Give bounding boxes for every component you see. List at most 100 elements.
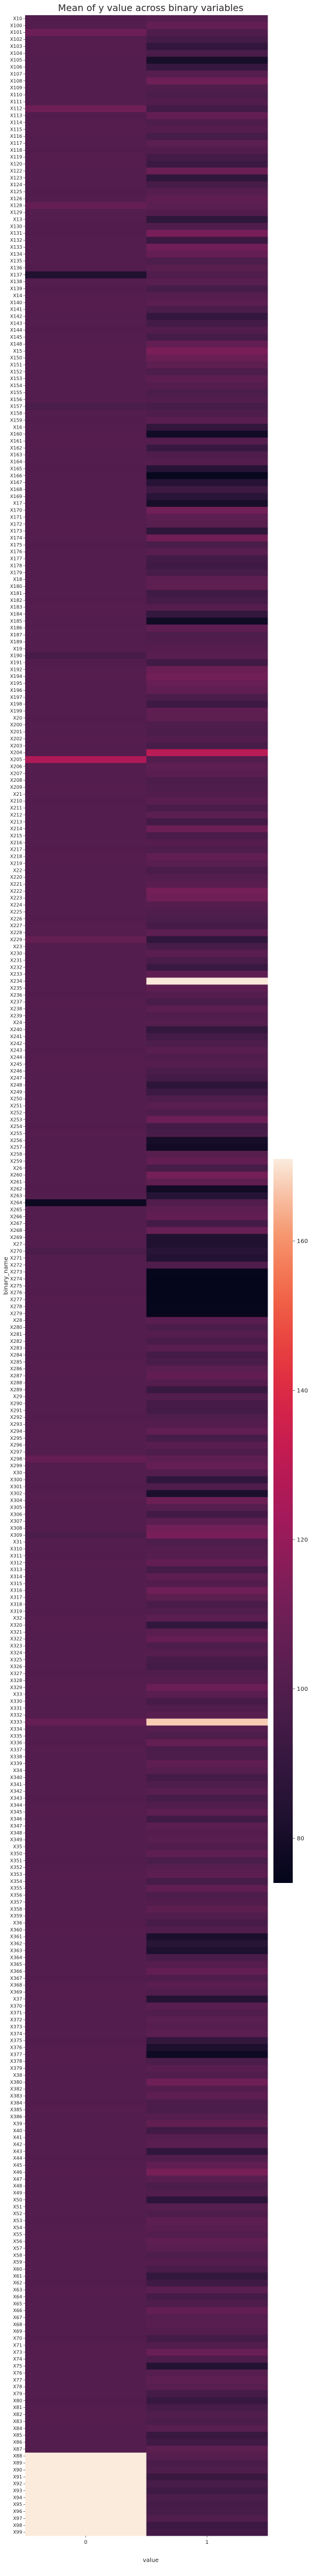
heatmap-cell-X32-0 <box>25 1614 147 1622</box>
heatmap-cell-X77-1 <box>146 2376 268 2384</box>
heatmap-cell-X343-1 <box>146 1794 268 1802</box>
y-tick-label: X150 <box>10 356 22 361</box>
colorbar-tick-label: 140 <box>297 1388 308 1394</box>
heatmap-cell-X322-1 <box>146 1635 268 1643</box>
heatmap-cell-X214-0 <box>25 825 147 833</box>
heatmap-cell-X89-0 <box>25 2459 147 2467</box>
heatmap-cell-X216-0 <box>25 839 147 847</box>
heatmap-cell-X15-0 <box>25 347 147 355</box>
heatmap-cell-X360-1 <box>146 1926 268 1934</box>
y-tick-label: X307 <box>10 1519 22 1524</box>
heatmap-cell-X240-0 <box>25 1026 147 1033</box>
heatmap-cell-X31-1 <box>146 1538 268 1546</box>
heatmap-cell-X380-1 <box>146 2079 268 2086</box>
heatmap-cell-X137-0 <box>25 271 147 279</box>
heatmap-cell-X244-1 <box>146 1053 268 1061</box>
heatmap-cell-X143-1 <box>146 319 268 328</box>
heatmap-cell-X136-0 <box>25 264 147 272</box>
y-tick-label: X377 <box>10 2052 22 2057</box>
heatmap-cell-X134-1 <box>146 250 268 258</box>
y-tick-label: X344 <box>10 1802 22 1808</box>
y-tick-label: X89 <box>13 2460 22 2466</box>
heatmap-cell-X195-0 <box>25 680 147 687</box>
heatmap-cell-X71-0 <box>25 2341 147 2349</box>
y-tick-label: X36 <box>13 1920 22 1926</box>
heatmap-cell-X323-1 <box>146 1642 268 1650</box>
heatmap-cell-X94-1 <box>146 2494 268 2502</box>
heatmap-cell-X89-1 <box>146 2459 268 2467</box>
heatmap-cell-X327-1 <box>146 1670 268 1677</box>
y-tick-label: X298 <box>10 1456 22 1461</box>
heatmap-cell-X376-0 <box>25 2044 147 2052</box>
heatmap-cell-X258-0 <box>25 1151 147 1158</box>
heatmap-cell-X280-0 <box>25 1324 147 1331</box>
heatmap-cell-X43-0 <box>25 2147 147 2156</box>
heatmap-cell-X152-1 <box>146 368 268 376</box>
heatmap-cell-X162-1 <box>146 444 268 452</box>
heatmap-cell-X205-0 <box>25 756 147 764</box>
heatmap-cell-X120-1 <box>146 161 268 168</box>
y-tick-label: X218 <box>10 854 22 859</box>
y-tick-label: X228 <box>10 930 22 935</box>
heatmap-cell-X76-0 <box>25 2369 147 2377</box>
y-tick-label: X93 <box>13 2488 22 2494</box>
y-tick-label: X288 <box>10 1380 22 1386</box>
heatmap-cell-X28-0 <box>25 1317 147 1324</box>
heatmap-cell-X203-0 <box>25 742 147 750</box>
y-tick-label: X355 <box>10 1886 22 1891</box>
y-tick-label: X18 <box>13 577 22 582</box>
heatmap-cell-X40-1 <box>146 2127 268 2135</box>
heatmap-cell-X285-1 <box>146 1358 268 1366</box>
heatmap-cell-X61-1 <box>146 2272 268 2280</box>
heatmap-cell-X207-1 <box>146 770 268 777</box>
y-tick-label: X380 <box>10 2080 22 2085</box>
y-tick-label: X352 <box>10 1865 22 1870</box>
heatmap-cell-X304-0 <box>25 1497 147 1505</box>
heatmap-cell-X378-0 <box>25 2058 147 2065</box>
heatmap-cell-X138-1 <box>146 278 268 286</box>
y-tick-label: X135 <box>10 259 22 264</box>
y-tick-label: X284 <box>10 1352 22 1357</box>
heatmap-cell-X354-1 <box>146 1878 268 1885</box>
heatmap-cell-X33-1 <box>146 1691 268 1698</box>
heatmap-cell-X251-0 <box>25 1102 147 1110</box>
heatmap-cell-X156-1 <box>146 396 268 403</box>
y-tick-label: X46 <box>13 2170 22 2175</box>
heatmap-cell-X290-0 <box>25 1400 147 1408</box>
heatmap-cell-X56-0 <box>25 2238 147 2246</box>
heatmap-cell-X61-0 <box>25 2272 147 2280</box>
y-tick-label: X241 <box>10 1034 22 1039</box>
heatmap-cell-X92-0 <box>25 2480 147 2488</box>
heatmap-cell-X378-1 <box>146 2058 268 2065</box>
y-tick-label: X245 <box>10 1061 22 1067</box>
heatmap-cell-X41-1 <box>146 2134 268 2142</box>
y-tick-label: X134 <box>10 252 22 257</box>
y-tick-label: X91 <box>13 2474 22 2480</box>
heatmap-cell-X334-1 <box>146 1725 268 1733</box>
heatmap-cell-X27-1 <box>146 1241 268 1248</box>
heatmap-cell-X356-1 <box>146 1892 268 1899</box>
heatmap-cell-X300-0 <box>25 1476 147 1484</box>
heatmap-cell-X111-1 <box>146 98 268 106</box>
heatmap-cell-X122-0 <box>25 167 147 175</box>
y-tick-label: X64 <box>13 2294 22 2299</box>
heatmap-cell-X85-1 <box>146 2432 268 2439</box>
heatmap-cell-X106-1 <box>146 64 268 71</box>
y-tick-label: X69 <box>13 2329 22 2334</box>
heatmap-cell-X346-1 <box>146 1815 268 1823</box>
heatmap-cell-X190-0 <box>25 652 147 660</box>
heatmap-cell-X97-1 <box>146 2515 268 2522</box>
y-tick-label: X275 <box>10 1283 22 1289</box>
heatmap-cell-X111-0 <box>25 98 147 106</box>
y-tick-label: X92 <box>13 2481 22 2487</box>
y-tick-label: X41 <box>13 2135 22 2140</box>
heatmap-cell-X164-0 <box>25 458 147 466</box>
y-tick-label: X315 <box>10 1581 22 1586</box>
heatmap-cell-X108-1 <box>146 77 268 85</box>
y-tick-label: X23 <box>13 944 22 949</box>
y-tick-label: X205 <box>10 757 22 763</box>
heatmap-cell-X46-1 <box>146 2168 268 2176</box>
heatmap-cell-X39-0 <box>25 2120 147 2128</box>
y-tick-label: X158 <box>10 411 22 416</box>
heatmap-cell-X118-0 <box>25 147 147 154</box>
